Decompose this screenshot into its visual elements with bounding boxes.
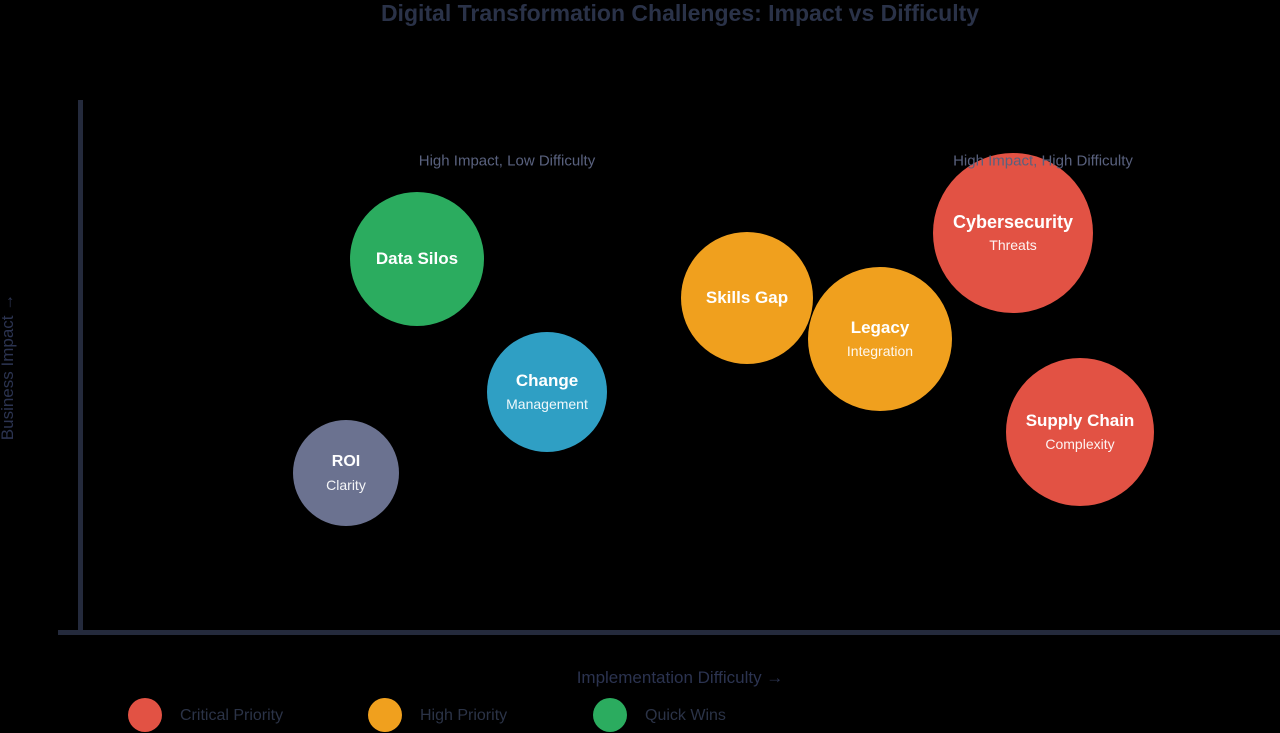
x-axis-label: Implementation Difficulty → bbox=[576, 668, 784, 687]
legend-label-high-priority: High Priority bbox=[420, 707, 508, 724]
bubble-change: Change Management bbox=[487, 332, 607, 452]
bubble-sublabel: Threats bbox=[989, 237, 1037, 253]
bubble-label: Supply Chain bbox=[1025, 411, 1135, 430]
legend-label-critical-priority: Critical Priority bbox=[180, 707, 284, 724]
quadrant-annotation: High Impact, Low Difficulty bbox=[418, 152, 596, 170]
bubble-label: Change bbox=[515, 371, 579, 390]
bubble-label: Cybersecurity bbox=[952, 212, 1074, 232]
quadrant-annotation: High Impact, High Difficulty bbox=[953, 152, 1133, 170]
bubble-skills-gap: Skills Gap bbox=[681, 232, 813, 364]
bubble-roi: ROI Clarity bbox=[293, 420, 399, 526]
x-axis-line bbox=[58, 630, 1280, 635]
legend-dot-high-priority bbox=[368, 698, 402, 732]
legend-dot-quick-wins bbox=[593, 698, 627, 732]
bubble-sublabel: Clarity bbox=[326, 477, 366, 493]
legend-label-quick-wins: Quick Wins bbox=[645, 707, 726, 724]
chart-title: Digital Transformation Challenges: Impac… bbox=[380, 0, 980, 26]
bubble-label: Legacy bbox=[850, 318, 910, 337]
bubble-sublabel: Complexity bbox=[1045, 436, 1115, 452]
bubble-sublabel: Management bbox=[506, 396, 588, 412]
bubble-legacy: Legacy Integration bbox=[808, 267, 952, 411]
bubble-supply-chain: Supply Chain Complexity bbox=[1006, 358, 1154, 506]
bubble-sublabel: Integration bbox=[846, 343, 914, 359]
bubble-label: Data Silos bbox=[375, 249, 459, 268]
bubble-label: ROI bbox=[331, 453, 361, 470]
bubble-label: Skills Gap bbox=[705, 288, 789, 307]
bubble-cybersecurity: Cybersecurity Threats bbox=[933, 153, 1093, 313]
bubble-data-silos: Data Silos bbox=[350, 192, 484, 326]
y-axis-line bbox=[78, 100, 83, 634]
legend-dot-critical-priority bbox=[128, 698, 162, 732]
y-axis-label: Business Impact → bbox=[0, 294, 17, 441]
